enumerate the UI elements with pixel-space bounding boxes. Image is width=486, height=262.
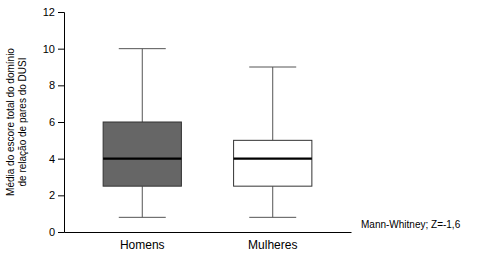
box bbox=[234, 140, 312, 186]
x-tick-label: Homens bbox=[120, 238, 165, 252]
plot: 0 2 4 6 8 10 12 Homens Mulheres bbox=[43, 6, 352, 252]
y-tick: 2 bbox=[49, 189, 64, 201]
y-tick: 0 bbox=[49, 226, 64, 238]
y-tick: 4 bbox=[49, 153, 64, 165]
y-tick-label: 8 bbox=[49, 79, 55, 91]
x-tick-label: Mulheres bbox=[248, 238, 297, 252]
box bbox=[103, 122, 181, 186]
median bbox=[234, 158, 312, 160]
y-tick-mark bbox=[58, 232, 64, 233]
y-tick-mark bbox=[58, 159, 64, 160]
y-tick-label: 12 bbox=[43, 6, 55, 18]
box-group bbox=[103, 49, 181, 218]
y-tick-mark bbox=[58, 195, 64, 196]
y-tick: 10 bbox=[43, 43, 64, 55]
box-group bbox=[234, 67, 312, 217]
upper-whisker bbox=[272, 67, 273, 140]
boxes bbox=[103, 49, 312, 218]
y-tick-mark bbox=[58, 49, 64, 50]
lower-whisker bbox=[142, 186, 143, 217]
y-tick-label: 4 bbox=[49, 153, 55, 165]
y-axis: 0 2 4 6 8 10 12 bbox=[43, 6, 65, 238]
y-tick: 6 bbox=[49, 116, 64, 128]
y-tick: 8 bbox=[49, 79, 64, 91]
y-tick-label: 2 bbox=[49, 189, 55, 201]
y-tick-label: 6 bbox=[49, 116, 55, 128]
y-axis-title: Média do escore total do domíniode relaç… bbox=[5, 48, 28, 196]
y-tick-mark bbox=[58, 12, 64, 13]
median bbox=[103, 158, 181, 160]
upper-cap bbox=[249, 67, 296, 68]
chart: 0 2 4 6 8 10 12 Homens Mulheres Média do escore t… bbox=[0, 0, 486, 262]
y-tick-label: 10 bbox=[43, 43, 55, 55]
lower-cap bbox=[119, 217, 166, 218]
y-tick-mark bbox=[58, 122, 64, 123]
y-axis-line bbox=[58, 13, 65, 233]
x-tick: Mulheres bbox=[248, 238, 297, 252]
x-tick: Homens bbox=[120, 238, 165, 252]
y-tick-label: 0 bbox=[49, 226, 55, 238]
lower-whisker bbox=[272, 186, 273, 217]
upper-cap bbox=[119, 48, 166, 49]
y-tick: 12 bbox=[43, 6, 64, 18]
y-tick-mark bbox=[58, 85, 64, 86]
x-axis-line bbox=[65, 232, 352, 233]
upper-whisker bbox=[142, 49, 143, 122]
lower-cap bbox=[249, 217, 296, 218]
x-axis: Homens Mulheres bbox=[65, 233, 352, 252]
annotation: Mann-Whitney; Z=-1,6 bbox=[361, 219, 461, 230]
